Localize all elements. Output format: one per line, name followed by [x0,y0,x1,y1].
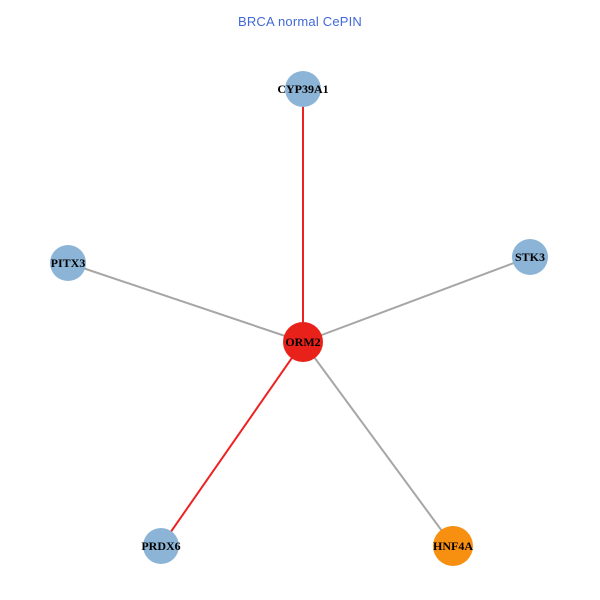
graph-node-stk3[interactable] [512,239,548,275]
graph-node-label-pitx3: PITX3 [50,256,86,270]
graph-edge-orm2-pitx3[interactable] [67,262,304,343]
graph-node-label-orm2: ORM2 [285,335,321,349]
graph-node-cyp39a1[interactable] [285,71,321,107]
graph-node-label-hnf4a: HNF4A [433,539,473,553]
graph-edge-orm2-hnf4a[interactable] [302,341,454,547]
graph-edge-orm2-stk3[interactable] [302,256,531,343]
graph-node-label-prdx6: PRDX6 [141,539,181,553]
graph-node-label-cyp39a1: CYP39A1 [277,82,329,96]
graph-node-prdx6[interactable] [143,528,179,564]
page-title: BRCA normal CePIN [237,14,363,29]
graph-edge-orm2-prdx6[interactable] [160,341,304,547]
graph-node-label-stk3: STK3 [514,250,545,264]
graph-node-pitx3[interactable] [50,245,86,281]
graph-node-hnf4a[interactable] [433,526,473,566]
graph-node-orm2[interactable] [283,322,323,362]
